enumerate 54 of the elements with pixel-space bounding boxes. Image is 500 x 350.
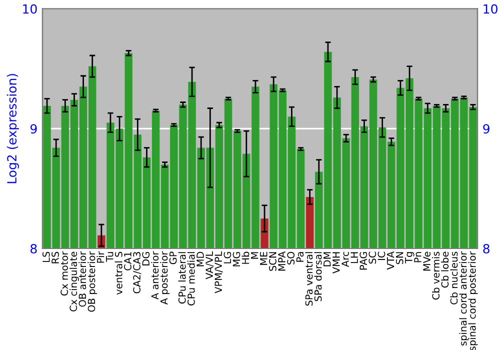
x-tick-label: SO xyxy=(287,252,295,264)
x-tick-label: LS xyxy=(42,252,50,262)
x-tick-label: SCN xyxy=(269,252,276,271)
x-tick-label: GP xyxy=(169,252,177,264)
x-tick-label: spinal cord anterior xyxy=(459,251,469,346)
x-tick-label: A posterior xyxy=(160,251,170,305)
x-tick-label: CPu medial xyxy=(187,252,195,306)
y2-tick-label: 10 xyxy=(484,4,498,14)
x-tick-label: M xyxy=(251,252,258,259)
x-tick-label: LH xyxy=(350,252,358,264)
y-tick-label: 10 xyxy=(23,4,37,14)
x-tick-label: Cb nucleus xyxy=(450,252,458,304)
x-tick-label: VMH xyxy=(332,252,340,274)
y-axis-title: Log2 (expression) xyxy=(6,74,19,184)
y2-tick-label: 8 xyxy=(483,244,490,254)
x-tick-label: A anterior xyxy=(151,251,159,300)
x-tick-label: Cb lobe xyxy=(441,252,449,288)
x-tick-label: ventral S xyxy=(114,252,122,295)
x-tick-label: Pn xyxy=(414,252,422,262)
x-tick-label: CA1 xyxy=(124,252,132,270)
x-tick-label: MD xyxy=(196,252,204,266)
x-tick-label: Tu xyxy=(106,252,114,262)
x-tick-label: CA2/CA3 xyxy=(133,252,142,294)
x-tick-label: SC xyxy=(368,252,376,264)
x-tick-label: ME xyxy=(260,252,268,265)
x-tick-label: DG xyxy=(142,252,150,266)
x-tick-label: MG xyxy=(232,252,240,266)
x-tick-label: OB posterior xyxy=(88,251,98,312)
x-tick-label: DM xyxy=(324,252,331,266)
x-tick-label: MVe xyxy=(423,252,430,271)
x-tick-label: Cb vermis xyxy=(432,252,440,300)
x-tick-label: Hb xyxy=(242,252,250,264)
x-tick-label: Pa xyxy=(296,252,304,262)
x-tick-label: Pir xyxy=(96,251,104,263)
x-tick-label: SN xyxy=(396,252,404,264)
x-tick-label: VA/VL xyxy=(206,251,214,280)
x-tick-label: Arc xyxy=(342,252,349,267)
x-tick-label: VPM/VPL xyxy=(214,251,223,294)
x-tick-label: SPa dorsal xyxy=(314,252,322,302)
x-tick-label: OB anterior xyxy=(78,251,86,307)
x-tick-label: Tg xyxy=(405,252,414,264)
x-tick-label: LG xyxy=(224,252,232,264)
x-tick-label: Cx motor xyxy=(60,251,68,296)
x-tick-label: PAG xyxy=(360,252,368,270)
x-tick-label: SPa ventral xyxy=(305,252,313,306)
x-tick-label: MPA xyxy=(278,251,286,271)
y-tick-label: 8 xyxy=(30,244,37,254)
y-tick-label: 9 xyxy=(30,124,37,134)
x-tick-label: VTA xyxy=(387,251,394,270)
x-tick-label: IC xyxy=(378,252,386,260)
y2-tick-label: 9 xyxy=(483,124,490,134)
x-tick-label: Cx cingulate xyxy=(70,252,79,312)
x-tick-label: RS xyxy=(52,252,59,264)
x-tick-label: CPu lateral xyxy=(178,252,186,304)
